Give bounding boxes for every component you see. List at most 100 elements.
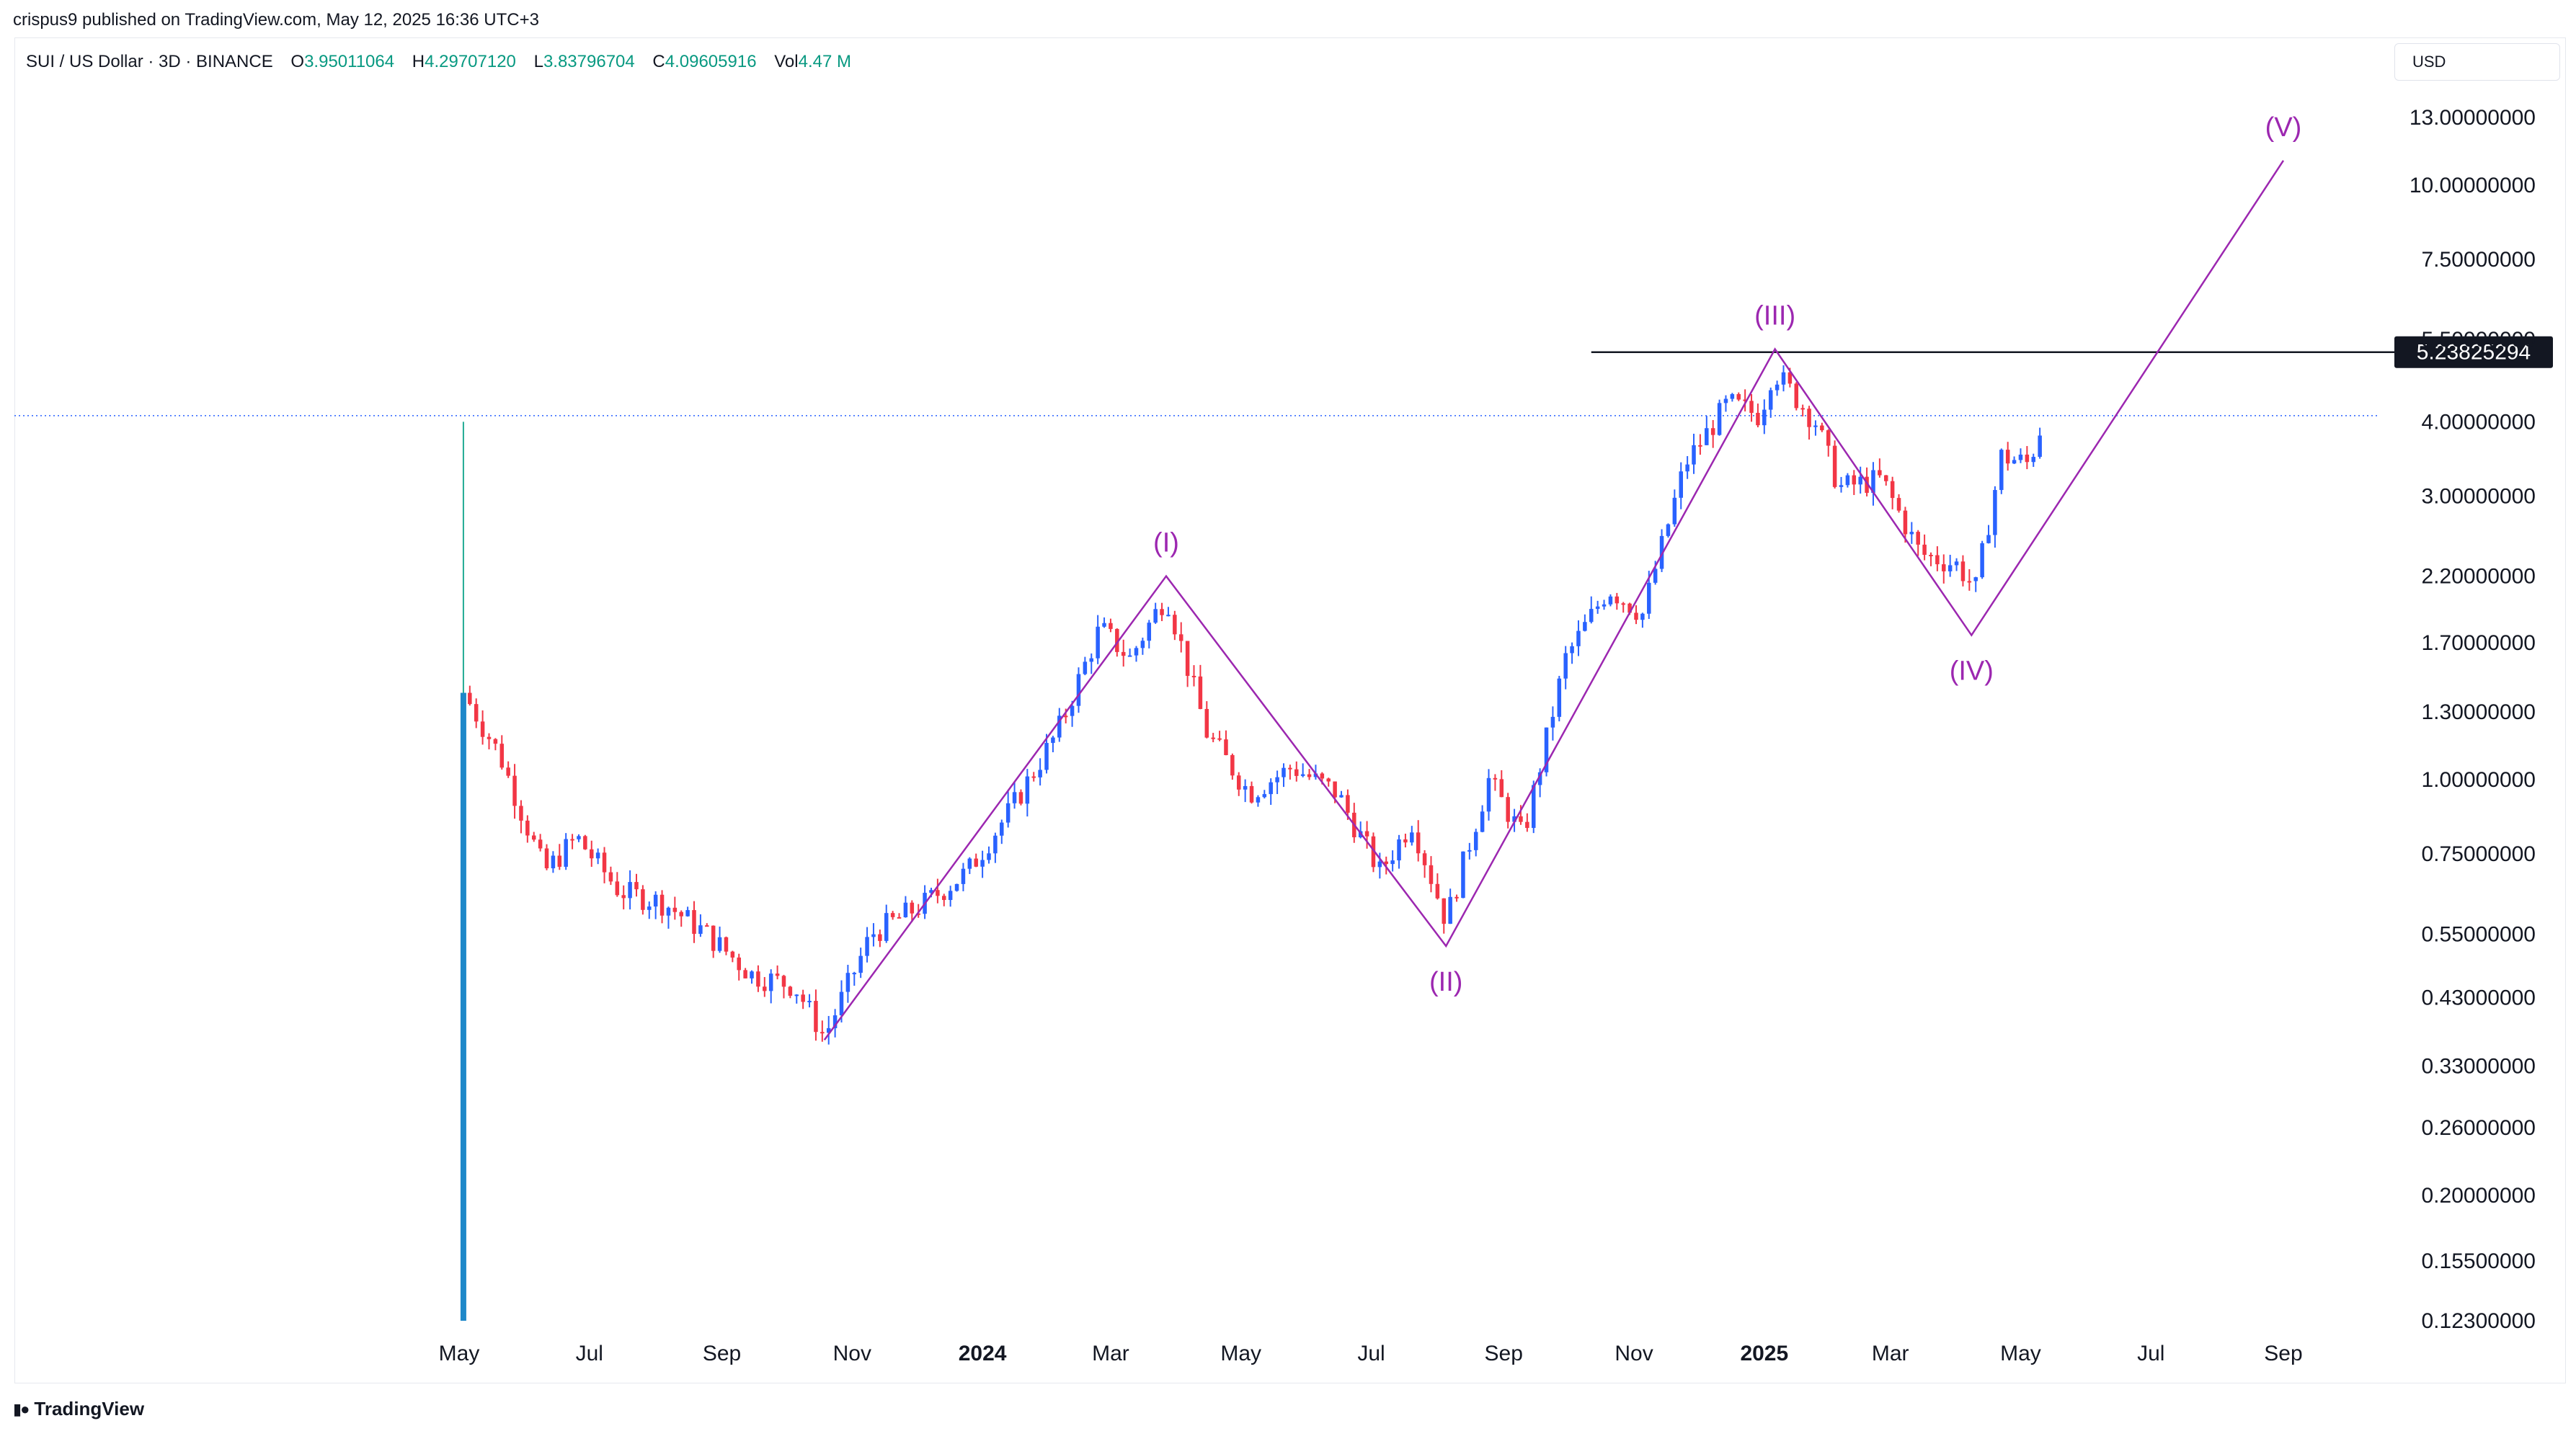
price-axis[interactable]: 13.00000000 10.00000000 7.50000000 5.500000… (2410, 106, 2536, 1333)
price-tick-label: 7.50000000 (2422, 248, 2536, 272)
candle-body (1057, 716, 1062, 738)
candle-body (564, 839, 568, 867)
candle-body (1717, 403, 1722, 435)
candle-body (1364, 831, 1369, 837)
candle-body (845, 973, 850, 992)
candle-body (1602, 604, 1607, 607)
legend-open-value: 3.95011064 (304, 52, 395, 71)
candle-body (1121, 651, 1126, 656)
price-tick-label: 1.30000000 (2422, 700, 2536, 724)
candle-body (659, 894, 665, 916)
candle-body (1692, 445, 1696, 465)
candle-body (525, 820, 530, 836)
candle-body (763, 986, 767, 991)
candle-body (647, 906, 652, 910)
candle-body (692, 910, 696, 935)
candle-body (1294, 769, 1299, 776)
candle-body (1839, 485, 1844, 487)
time-tick-label: Jul (1357, 1342, 1385, 1365)
time-tick-label: May (2000, 1342, 2041, 1365)
candle-body (480, 721, 485, 737)
candle-body (910, 902, 915, 914)
candle-body (1185, 641, 1190, 676)
legend-low-value: 3.83796704 (543, 52, 635, 71)
candle-body (1486, 777, 1491, 812)
candle-body (1467, 850, 1472, 852)
elliott-wave-line[interactable] (823, 160, 2285, 1040)
candle-body (1807, 409, 1811, 427)
time-axis[interactable]: May Jul Sep Nov 2024 Mar May Jul Sep Nov 2025 Mar Ma… (439, 1342, 2303, 1365)
candle-body (1249, 785, 1254, 803)
candle-body (1999, 450, 2004, 491)
resistance-label: 5.23825294 (2417, 341, 2531, 365)
candle-body (1397, 839, 1401, 861)
candle-body (1346, 795, 1350, 813)
candle-body (1615, 596, 1620, 604)
elliott-wave-layer[interactable]: (I) (II) (III) (IV) (V) (823, 112, 2302, 1040)
tradingview-brand[interactable]: ▮● TradingView (13, 1398, 144, 1420)
candle-body (1173, 615, 1177, 635)
candle-body (961, 868, 966, 884)
candle-body (1832, 445, 1837, 487)
time-tick-label: Sep (703, 1342, 741, 1365)
candle-body (1506, 797, 1510, 822)
candle-body (768, 973, 773, 991)
currency-selector[interactable]: USD (2394, 43, 2560, 81)
candle-body (1089, 658, 1094, 662)
candle-body (929, 890, 933, 893)
wave-label: (V) (2265, 112, 2302, 143)
candle-body (1896, 498, 1901, 511)
brand-name: TradingView (34, 1398, 145, 1419)
candle-body (1749, 401, 1754, 413)
candle-body (1954, 561, 1959, 566)
candle-body (1230, 754, 1235, 776)
candle-body (967, 858, 972, 869)
candle-body (2005, 450, 2010, 464)
candle-body (2012, 460, 2017, 464)
candle-body (1083, 661, 1088, 674)
candle-body (506, 767, 510, 776)
candle-body (980, 860, 985, 867)
candle-body (468, 692, 472, 705)
candle-body (1980, 543, 1984, 578)
candle-body (1480, 811, 1485, 832)
candle-body (1320, 773, 1325, 779)
candle-body (641, 889, 645, 910)
time-tick-label: Jul (2137, 1342, 2164, 1365)
candle-body (1723, 398, 1728, 404)
candle-body (1929, 555, 1933, 557)
candle-body (1051, 737, 1055, 744)
candle-body (512, 775, 517, 806)
candle-body (1865, 476, 1869, 493)
candle-body (1826, 430, 1831, 446)
candle-body (2031, 457, 2036, 463)
legend-close-value: 4.09605916 (665, 52, 757, 71)
candle-body (987, 853, 991, 860)
candle-body (595, 852, 600, 859)
candle-body (1025, 776, 1030, 804)
wave-label: (III) (1754, 301, 1795, 331)
candle-body (1160, 609, 1164, 615)
price-tick-label: 0.75000000 (2422, 842, 2536, 866)
level-layer[interactable]: 5.23825294 (1591, 336, 2553, 368)
candle-body (1326, 778, 1331, 782)
candle-body (1390, 860, 1395, 865)
price-tick-label: 0.55000000 (2422, 922, 2536, 946)
candle-body (1236, 775, 1241, 790)
candle-body (589, 849, 594, 859)
candle-body (551, 855, 556, 869)
candle-body (1576, 630, 1581, 646)
candle-body (1384, 861, 1389, 865)
candle-body (1531, 785, 1536, 829)
legend-high-label: H (412, 52, 425, 71)
candle-body (839, 991, 844, 1016)
candle-body (1493, 777, 1498, 780)
candle-body (814, 1001, 818, 1033)
candle-body (685, 910, 690, 917)
candle-body (1178, 634, 1183, 641)
legend-symbol[interactable]: SUI / US Dollar · 3D · BINANCE (26, 52, 273, 71)
candle-body (1109, 623, 1113, 629)
time-tick-label: May (439, 1342, 480, 1365)
candle-body (1442, 898, 1447, 924)
